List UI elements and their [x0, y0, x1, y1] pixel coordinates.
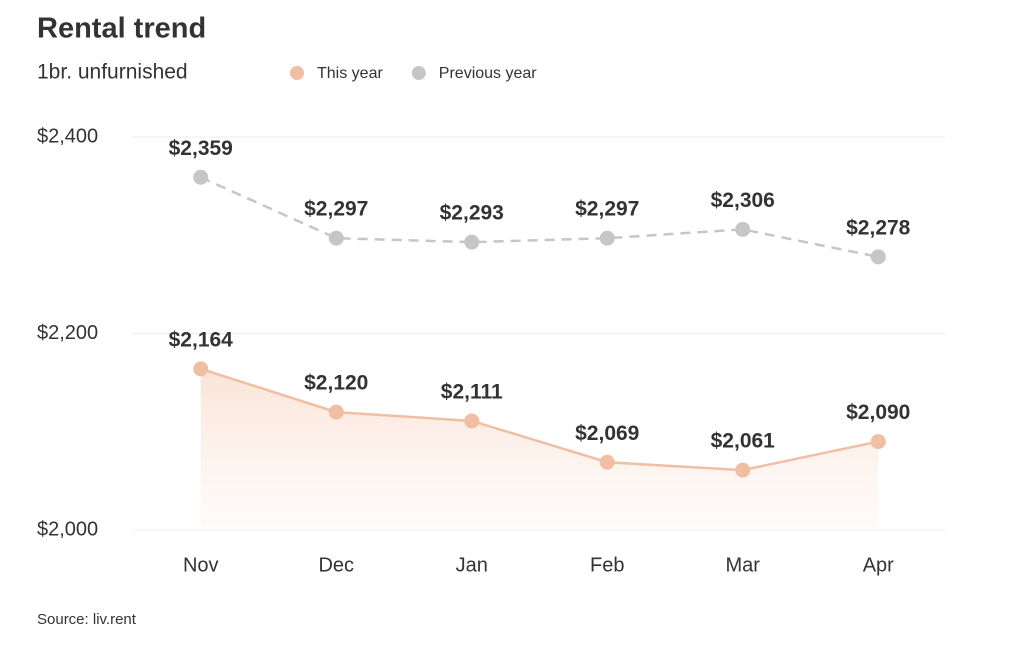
point [328, 404, 344, 420]
data-label: $2,061 [711, 430, 776, 453]
legend-label: Previous year [439, 65, 537, 82]
data-label: $2,090 [846, 401, 910, 424]
data-label: $2,297 [575, 198, 639, 221]
point [599, 454, 615, 470]
data-label: $2,359 [169, 137, 233, 160]
area [200, 368, 879, 530]
legend-label: This year [317, 65, 383, 82]
point [599, 230, 615, 246]
point [193, 361, 209, 377]
point [328, 230, 344, 246]
point [735, 221, 751, 237]
x-tick-label: Feb [590, 554, 624, 576]
source: Source: liv.rent [37, 611, 137, 628]
legend-marker [290, 66, 304, 80]
point [464, 234, 480, 250]
line [200, 367, 879, 472]
line [200, 176, 879, 259]
data-label: $2,297 [304, 198, 368, 221]
data-label: $2,293 [440, 202, 504, 225]
chart-title: Rental trend [37, 13, 206, 45]
point [464, 413, 480, 429]
data-label: $2,306 [711, 189, 775, 212]
y-tick-label: $2,200 [37, 322, 98, 344]
data-label: $2,111 [441, 380, 503, 403]
x-tick-label: Nov [183, 554, 219, 576]
point [870, 434, 886, 450]
point [193, 169, 209, 185]
data-label: $2,164 [169, 328, 234, 351]
y-tick-label: $2,000 [37, 518, 98, 540]
x-tick-label: Mar [726, 554, 761, 576]
point [735, 462, 751, 478]
data-label: $2,120 [304, 372, 368, 395]
point [870, 249, 886, 265]
x-tick-label: Jan [456, 554, 488, 576]
x-tick-label: Apr [863, 554, 894, 576]
legend-marker [411, 66, 426, 80]
chart-subtitle: 1br. unfurnished [37, 61, 188, 84]
y-tick-label: $2,400 [37, 125, 98, 147]
data-label: $2,278 [846, 216, 911, 239]
data-label: $2,069 [575, 422, 639, 445]
x-tick-label: Dec [318, 554, 354, 576]
